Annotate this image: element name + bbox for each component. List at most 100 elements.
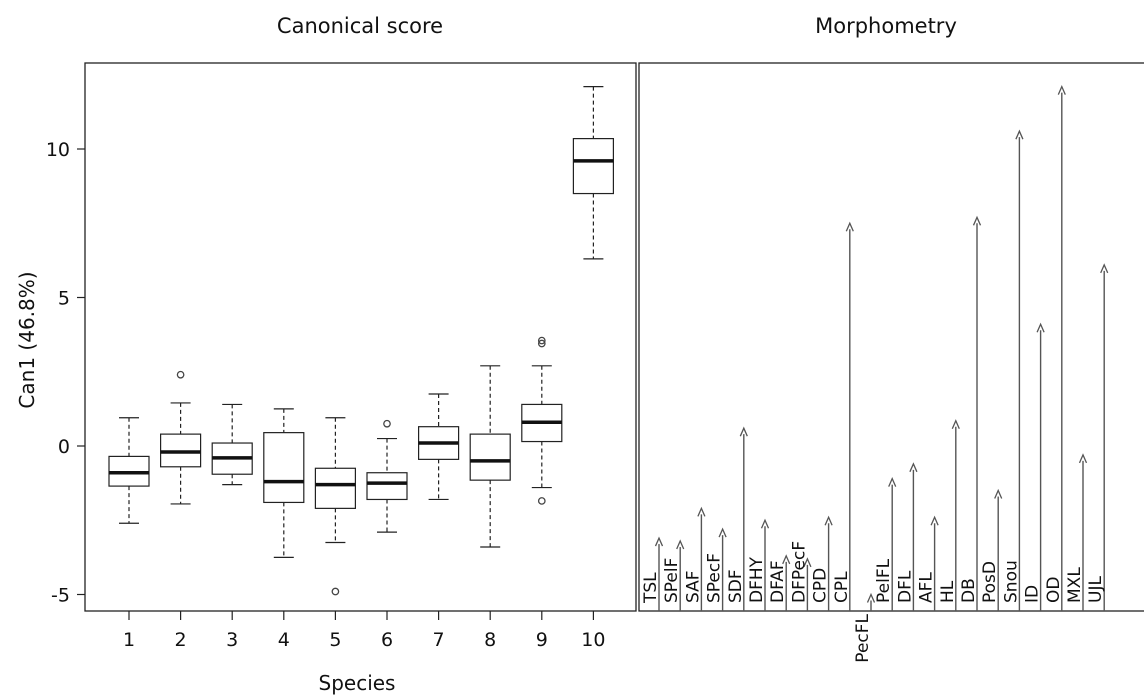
arrow-head: [782, 554, 791, 565]
arrow-label: DFL: [895, 570, 915, 603]
x-tick-label: 6: [381, 629, 393, 651]
arrow-od: OD: [1044, 85, 1066, 611]
left-panel-title: Canonical score: [277, 14, 443, 38]
outlier-point: [537, 497, 546, 505]
box-species-10: [572, 86, 615, 260]
y-tick-label: 5: [58, 288, 70, 310]
x-tick-label: 10: [581, 629, 605, 651]
x-tick-label: 9: [536, 629, 548, 651]
arrow-head: [866, 592, 876, 603]
arrow-label: SPelF: [662, 558, 682, 603]
arrow-cpd: CPD: [811, 515, 833, 611]
right-panel-title: Morphometry: [815, 14, 957, 38]
arrow-label: PecFL: [853, 613, 873, 662]
arrow-label: DFPecF: [789, 541, 809, 603]
outlier-point: [176, 370, 185, 379]
arrow-label: DB: [959, 578, 979, 603]
arrow-id: ID: [1023, 322, 1045, 611]
x-axis-label: Species: [319, 671, 396, 695]
y-tick-label: 0: [58, 436, 70, 458]
box-species-6: [366, 419, 408, 533]
arrow-dfpecf: DFPecF: [789, 541, 812, 611]
x-tick-label: 1: [123, 629, 135, 651]
arrow-head: [1078, 453, 1088, 464]
arrow-label: SDF: [726, 569, 746, 603]
arrow-label: UJL: [1086, 576, 1106, 603]
arrow-label: OD: [1044, 577, 1064, 603]
arrow-pecfl: PecFL: [853, 592, 876, 663]
box-species-7: [418, 393, 460, 501]
outlier-point: [537, 336, 546, 345]
iqr-box: [263, 432, 305, 504]
arrow-label: AFL: [917, 572, 937, 603]
arrow-label: TSL: [641, 572, 661, 604]
iqr-box: [366, 472, 408, 501]
arrow-tsl: TSL: [641, 536, 664, 611]
x-tick-label: 2: [175, 629, 187, 651]
outlier-point: [537, 339, 546, 348]
arrow-dfaf: DFAF: [768, 554, 791, 611]
x-tick-label: 5: [329, 629, 341, 651]
outlier-point: [331, 587, 340, 596]
arrow-label: PelFL: [874, 558, 894, 603]
arrow-head: [909, 462, 918, 473]
x-tick-label: 3: [226, 629, 238, 651]
left-plot-frame: [84, 62, 637, 612]
arrow-head: [1057, 85, 1066, 95]
arrow-cpl: CPL: [832, 221, 854, 611]
x-tick-label: 8: [484, 629, 496, 651]
y-tick-label: -5: [51, 585, 70, 607]
arrow-label: DFHY: [747, 556, 767, 603]
arrow-label: ID: [1023, 585, 1043, 603]
x-tick-label: 7: [433, 629, 445, 651]
right-plot-frame: [638, 62, 1144, 612]
arrow-label: SAF: [683, 570, 703, 603]
arrow-label: PosD: [980, 561, 1000, 603]
arrow-head: [803, 557, 812, 568]
arrow-posd: PosD: [980, 488, 1003, 611]
arrow-db: DB: [959, 215, 982, 611]
arrow-head: [1036, 322, 1045, 333]
arrow-snou: Snou: [1001, 129, 1024, 611]
box-species-1: [108, 417, 150, 524]
arrow-label: Snou: [1001, 560, 1021, 603]
arrow-label: HL: [938, 580, 958, 603]
arrow-label: SPecF: [705, 553, 725, 603]
arrow-afl: AFL: [917, 515, 939, 611]
arrow-dfl: DFL: [895, 462, 918, 611]
arrow-head: [718, 527, 727, 538]
arrow-hl: HL: [938, 419, 960, 611]
iqr-box: [314, 467, 356, 509]
arrow-head: [951, 419, 960, 430]
arrow-head: [845, 221, 854, 232]
iqr-box: [572, 138, 615, 195]
x-tick-label: 4: [278, 629, 290, 651]
box-species-3: [211, 403, 253, 486]
arrow-saf: SAF: [683, 506, 706, 611]
arrow-label: DFAF: [768, 560, 788, 603]
box-species-4: [263, 408, 305, 558]
arrow-head: [1015, 129, 1024, 140]
arrow-specf: SPecF: [705, 527, 727, 611]
arrow-pelfl: PelFL: [874, 477, 897, 611]
arrow-head: [697, 506, 706, 517]
box-species-2: [160, 370, 202, 505]
arrow-sdf: SDF: [726, 426, 748, 611]
outlier-point: [383, 419, 391, 428]
arrow-head: [676, 539, 685, 550]
arrow-ujl: UJL: [1086, 263, 1109, 611]
y-axis-label: Can1 (46.8%): [15, 271, 39, 408]
box-species-5: [314, 417, 356, 596]
arrow-label: MXL: [1065, 567, 1085, 603]
arrow-label: CPD: [811, 568, 831, 603]
arrow-head: [824, 515, 833, 526]
arrow-head: [1100, 263, 1109, 274]
arrow-label: CPL: [832, 571, 852, 603]
arrow-head: [930, 515, 939, 526]
arrow-head: [972, 215, 982, 226]
arrow-head: [888, 477, 897, 487]
box-species-8: [469, 365, 511, 548]
arrow-head: [994, 488, 1003, 499]
box-species-9: [521, 336, 563, 505]
